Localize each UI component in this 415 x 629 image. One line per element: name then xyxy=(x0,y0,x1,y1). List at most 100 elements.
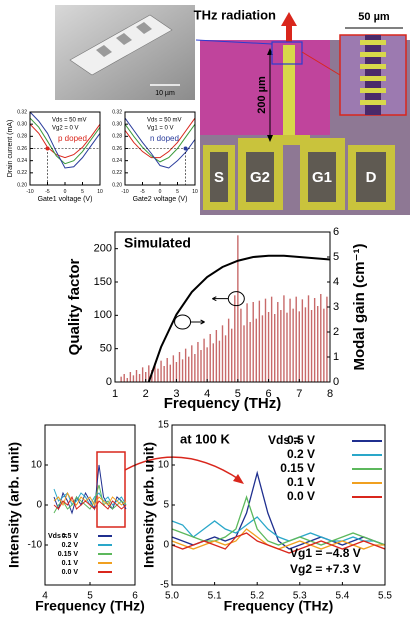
marker xyxy=(183,146,188,151)
bar xyxy=(255,318,257,382)
schematic-title: THz radiation xyxy=(194,7,276,22)
bar xyxy=(227,318,230,382)
arrow-head xyxy=(233,474,244,484)
line xyxy=(124,117,196,159)
y-tick-label: 200 xyxy=(94,243,112,255)
line xyxy=(53,495,127,510)
electrode-label: S xyxy=(214,169,224,186)
x-tick-label: 5.3 xyxy=(293,591,307,602)
bar xyxy=(310,310,313,382)
y-tick-label: 0 xyxy=(106,376,112,388)
bar xyxy=(289,298,291,382)
x-tick-label: -5 xyxy=(45,189,50,195)
bar xyxy=(157,368,159,382)
bar xyxy=(258,300,261,382)
y-axis-label: Intensity (arb. unit) xyxy=(141,442,157,568)
legend-title: Vds = xyxy=(268,433,300,447)
bar xyxy=(234,295,236,382)
y-tick-label: 0.20 xyxy=(112,182,122,188)
bar xyxy=(286,312,288,382)
bar xyxy=(298,311,300,382)
y-tick-label: -5 xyxy=(160,580,169,591)
x-tick-label: -10 xyxy=(121,189,128,195)
bar xyxy=(243,325,245,382)
x-tick-label: 6 xyxy=(266,388,272,400)
bar xyxy=(267,312,270,382)
y-tick-label: 0 xyxy=(163,540,169,551)
y2-tick-label: 4 xyxy=(333,276,339,288)
x-tick-label: 5 xyxy=(87,591,93,602)
x-tick-label: 10 xyxy=(192,189,198,195)
y-tick-label: 50 xyxy=(100,343,112,355)
bar xyxy=(317,306,319,382)
bar xyxy=(301,299,304,382)
chart: -10 -5 0 5 10 0.20 0.22 0.24 0.26 0.28 0.30 0.32 Gat… xyxy=(112,109,198,203)
y-axis-label: Intensity (arb. unit) xyxy=(6,442,22,568)
electrode-label: G1 xyxy=(312,169,332,186)
bar xyxy=(246,303,248,382)
bar xyxy=(221,325,224,382)
bar xyxy=(123,374,125,382)
length-label: 200 µm xyxy=(256,76,268,114)
line xyxy=(29,123,101,159)
y-tick-label: 100 xyxy=(94,309,112,321)
axis-indicator xyxy=(227,291,245,307)
bar xyxy=(188,356,190,382)
bar xyxy=(169,364,171,382)
y-tick-label: 0.22 xyxy=(17,170,27,176)
line xyxy=(53,484,127,514)
bar xyxy=(304,307,307,382)
y2-tick-label: 5 xyxy=(333,251,339,263)
x-tick-label: 5.5 xyxy=(378,591,392,602)
bar xyxy=(280,310,282,382)
legend-label: 0.0 V xyxy=(62,569,79,576)
zoom-box xyxy=(96,451,126,528)
bar xyxy=(283,295,285,382)
y-tick-label: 15 xyxy=(158,420,170,431)
annotation: Vg2 = +7.3 V xyxy=(290,562,361,576)
y-tick-label: 0.32 xyxy=(17,109,27,115)
line xyxy=(124,117,196,169)
legend-label: 0.15 V xyxy=(58,551,79,558)
bar xyxy=(160,360,162,382)
bar xyxy=(323,308,325,382)
x-axis-label: Gate2 voltage (V) xyxy=(133,196,188,203)
x-tick-label: 4 xyxy=(204,388,210,400)
line xyxy=(29,117,101,165)
x-tick-label: 5.2 xyxy=(250,591,264,602)
y-tick-label: 0.32 xyxy=(112,109,122,115)
bar xyxy=(274,314,276,382)
y-tick-label: 5 xyxy=(163,500,169,511)
legend-label: 0.0 V xyxy=(287,489,315,503)
y2-tick-label: 3 xyxy=(333,301,339,313)
bar xyxy=(206,347,208,382)
bar xyxy=(218,340,221,382)
x-tick-label: 5 xyxy=(81,189,84,195)
y-tick-label: 0.28 xyxy=(112,134,122,140)
bar xyxy=(295,296,297,382)
bar xyxy=(264,298,267,382)
bar xyxy=(175,362,178,382)
bar xyxy=(249,322,251,382)
legend-label: 0.15 V xyxy=(280,461,315,475)
x-tick-label: 6 xyxy=(132,591,138,602)
y-tick-label: 0.26 xyxy=(17,146,27,152)
bar xyxy=(191,345,193,382)
bar xyxy=(224,335,227,382)
marker xyxy=(45,146,50,151)
bar xyxy=(141,367,144,382)
x-axis-label: Gate1 voltage (V) xyxy=(38,196,93,203)
y-tick-label: 0.26 xyxy=(112,146,122,152)
line xyxy=(171,516,386,546)
y-axis-label: Drain current (mA) xyxy=(7,120,14,178)
y2-tick-label: 1 xyxy=(333,351,339,363)
electrode-label: G2 xyxy=(250,169,270,186)
annotation: n doped xyxy=(150,134,179,143)
chart: 4 5 6 -10 0 10 Frequency (THz) Intensity (arb. … xyxy=(6,424,145,614)
bar xyxy=(166,358,168,382)
axis-indicator-arrow xyxy=(212,296,229,302)
plot-frame xyxy=(171,424,386,586)
guide-line xyxy=(125,148,195,185)
scale-label: 10 µm xyxy=(155,90,175,97)
